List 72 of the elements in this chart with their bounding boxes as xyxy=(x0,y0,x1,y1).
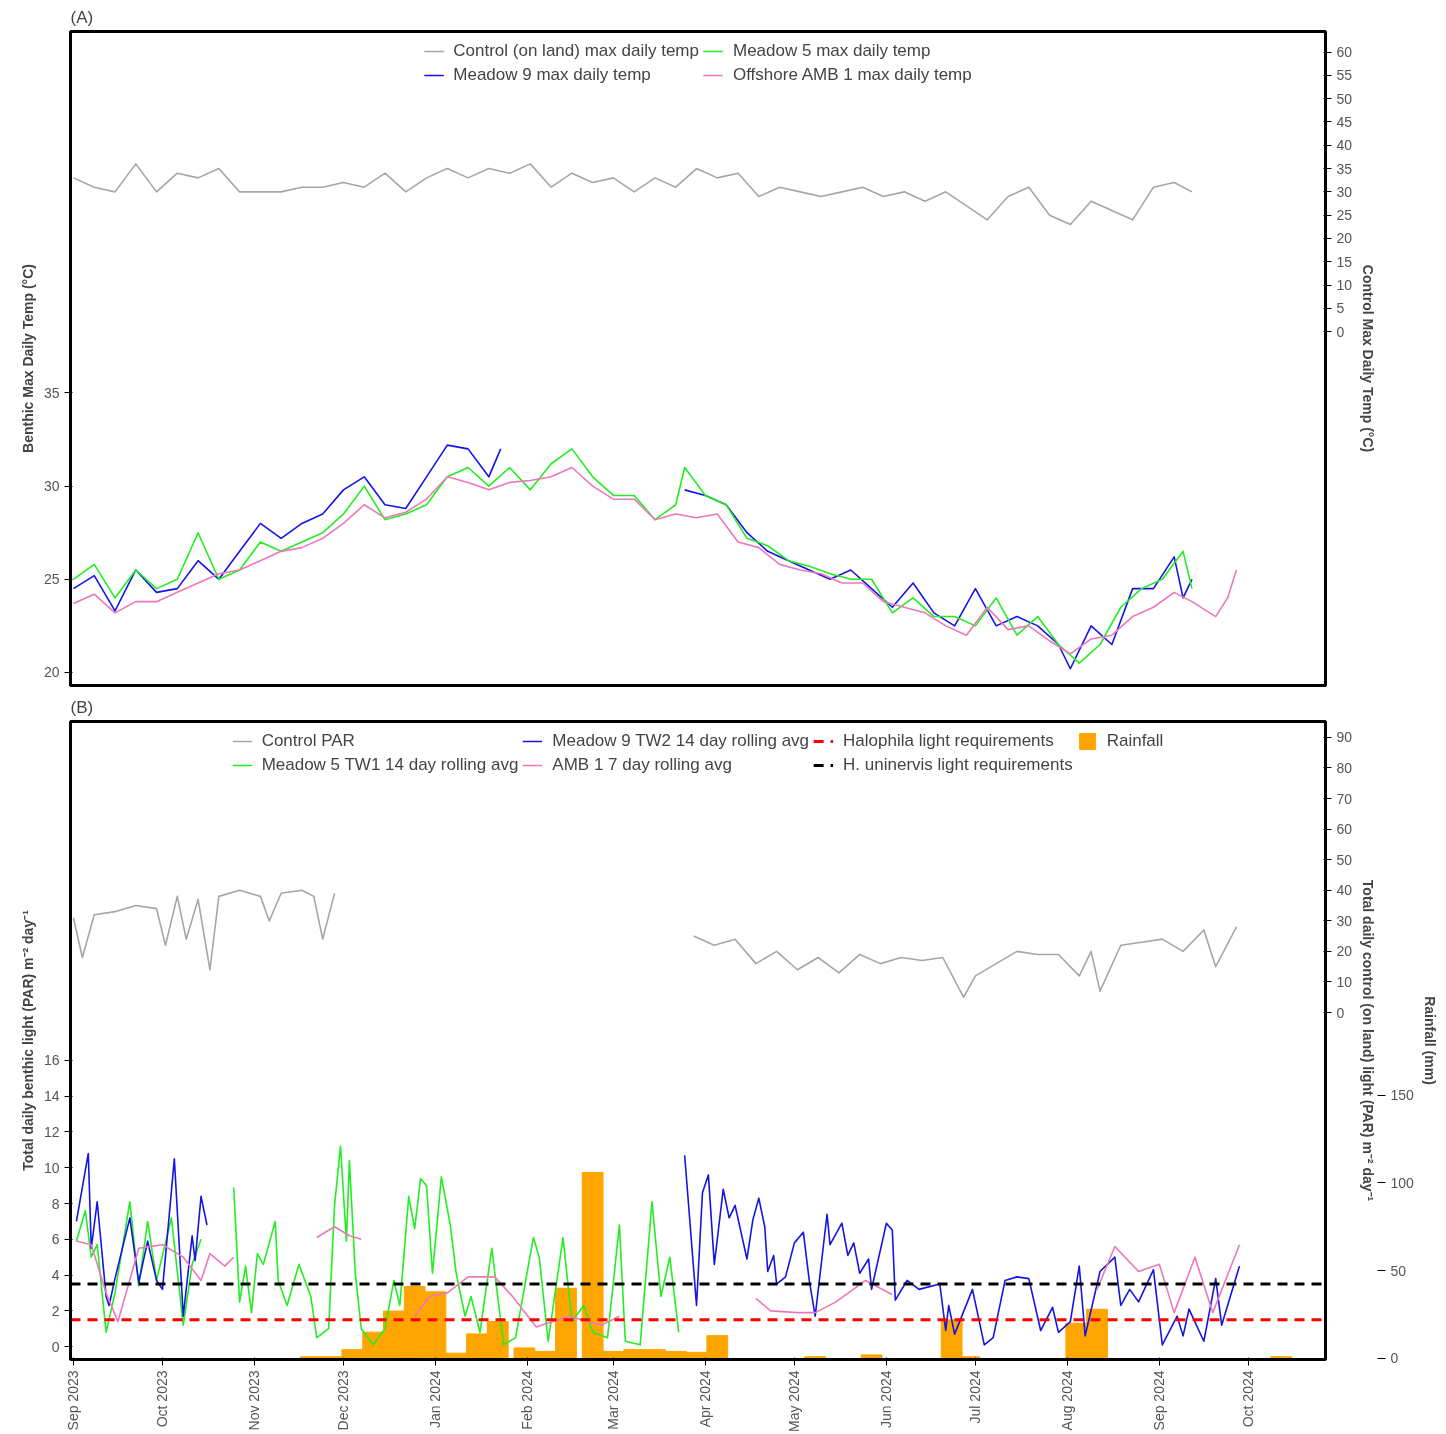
y-tick-label: 2 xyxy=(51,1302,60,1319)
chart-title: (A) xyxy=(70,7,94,27)
y-tick-label: 20 xyxy=(43,664,60,681)
y-tick-label: 30 xyxy=(43,478,60,495)
legend-label: Control PAR xyxy=(261,731,355,751)
y2-axis-title: Total daily control (on land) light (PAR) m⁻² day⁻¹ xyxy=(1360,879,1377,1202)
y2-tick-label: 50 xyxy=(1336,90,1353,107)
y-tick-label: 8 xyxy=(51,1195,60,1212)
y-axis-title: Total daily benthic light (PAR) m⁻² day⁻¹ xyxy=(19,909,36,1171)
y3-axis-title: Rainfall (mm) xyxy=(1421,996,1438,1085)
y2-tick-label: 0 xyxy=(1336,1004,1345,1021)
y-tick-label: 16 xyxy=(43,1052,60,1069)
y2-tick-label: 25 xyxy=(1336,207,1353,224)
y2-tick-label: 10 xyxy=(1336,973,1353,990)
x-tick-label: Jul 2024 xyxy=(967,1370,984,1424)
legend-label: AMB 1 7 day rolling avg xyxy=(552,755,732,775)
y-tick-label: 35 xyxy=(43,384,60,401)
y-axis-title: Benthic Max Daily Temp (°C) xyxy=(19,264,36,453)
y2-tick-label: 70 xyxy=(1336,790,1353,807)
legend-label: Meadow 9 TW2 14 day rolling avg xyxy=(552,731,810,751)
y2-tick-label: 80 xyxy=(1336,759,1353,776)
x-tick-label: Oct 2023 xyxy=(154,1370,171,1428)
legend-label: Meadow 5 TW1 14 day rolling avg xyxy=(261,755,519,775)
y-tick-label: 25 xyxy=(43,571,60,588)
legend-label: Halophila light requirements xyxy=(843,731,1054,751)
y3-tick-label: 50 xyxy=(1390,1262,1407,1279)
chart-title: (B) xyxy=(70,697,94,717)
y2-tick-label: 0 xyxy=(1336,323,1345,340)
y2-tick-label: 55 xyxy=(1336,67,1353,84)
y-tick-label: 14 xyxy=(43,1088,60,1105)
x-tick-label: Dec 2023 xyxy=(335,1370,352,1431)
x-tick-label: Nov 2023 xyxy=(246,1370,263,1431)
x-tick-label: Sep 2024 xyxy=(1151,1370,1168,1431)
y2-tick-label: 20 xyxy=(1336,943,1353,960)
y2-tick-label: 45 xyxy=(1336,113,1353,130)
y2-tick-label: 5 xyxy=(1336,300,1345,317)
legend-label: Offshore AMB 1 max daily temp xyxy=(732,65,972,85)
y2-tick-label: 35 xyxy=(1336,160,1353,177)
x-tick-label: Jan 2024 xyxy=(427,1370,444,1429)
x-tick-label: Mar 2024 xyxy=(605,1370,622,1430)
x-tick-label: May 2024 xyxy=(786,1370,803,1432)
y-tick-label: 12 xyxy=(43,1123,60,1140)
y2-tick-label: 60 xyxy=(1336,44,1353,61)
x-tick-label: Apr 2024 xyxy=(697,1370,714,1428)
legend-label: Control (on land) max daily temp xyxy=(453,41,699,61)
y2-tick-label: 30 xyxy=(1336,183,1353,200)
y2-tick-label: 10 xyxy=(1336,277,1353,294)
y3-tick-label: 0 xyxy=(1390,1350,1399,1367)
legend-label: Meadow 9 max daily temp xyxy=(453,65,651,85)
x-tick-label: Feb 2024 xyxy=(519,1370,536,1430)
y2-tick-label: 40 xyxy=(1336,137,1353,154)
y2-axis-title: Control Max Daily Temp (°C) xyxy=(1360,264,1377,453)
y2-tick-label: 15 xyxy=(1336,253,1353,270)
y2-tick-label: 20 xyxy=(1336,230,1353,247)
y3-tick-label: 100 xyxy=(1390,1174,1415,1191)
y-tick-label: 6 xyxy=(51,1231,60,1248)
y2-tick-label: 50 xyxy=(1336,851,1353,868)
legend-label: Rainfall xyxy=(1106,731,1164,751)
x-tick-label: Sep 2023 xyxy=(65,1370,82,1431)
y-tick-label: 10 xyxy=(43,1159,60,1176)
y2-tick-label: 40 xyxy=(1336,882,1353,899)
legend-label: H. uninervis light requirements xyxy=(843,755,1073,775)
y2-tick-label: 60 xyxy=(1336,821,1353,838)
legend-label: Meadow 5 max daily temp xyxy=(732,41,931,61)
y2-tick-label: 90 xyxy=(1336,729,1353,746)
y-tick-label: 4 xyxy=(51,1267,60,1284)
y3-tick-label: 150 xyxy=(1390,1087,1415,1104)
y-tick-label: 0 xyxy=(51,1338,60,1355)
x-tick-label: Jun 2024 xyxy=(878,1370,895,1429)
y2-tick-label: 30 xyxy=(1336,912,1353,929)
x-tick-label: Oct 2024 xyxy=(1240,1370,1257,1428)
x-tick-label: Aug 2024 xyxy=(1059,1370,1076,1431)
